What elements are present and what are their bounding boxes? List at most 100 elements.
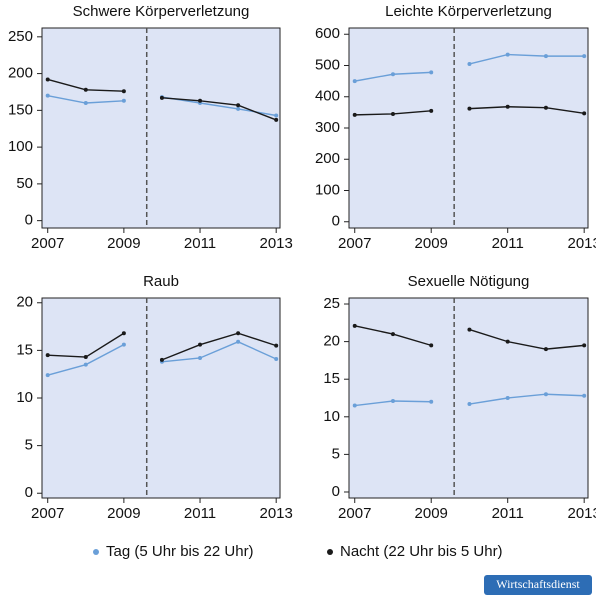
y-tick-label: 20: [16, 294, 33, 311]
point: [121, 342, 126, 347]
point: [45, 77, 50, 82]
y-tick-label: 500: [315, 56, 340, 73]
y-tick-label: 0: [25, 212, 33, 229]
series-line: [161, 341, 277, 363]
chart-title: Sexuelle Nötigung: [408, 273, 530, 290]
y-tick-label: 0: [25, 484, 33, 501]
point: [543, 347, 548, 352]
point: [121, 98, 126, 103]
series-line: [161, 332, 277, 361]
point: [352, 79, 357, 84]
point: [274, 356, 279, 361]
point: [390, 72, 395, 77]
point: [467, 106, 472, 111]
point: [543, 392, 548, 397]
plot-area: [41, 297, 281, 499]
point: [159, 357, 164, 362]
y-tick-label: 250: [8, 28, 33, 45]
series-line: [469, 53, 585, 65]
y-tick-label: 200: [315, 150, 340, 167]
y-tick-label: 15: [323, 370, 340, 387]
series-line: [469, 106, 585, 115]
point: [352, 112, 357, 117]
x-tick-label: 2009: [415, 505, 448, 522]
chart-title: Leichte Körperverletzung: [385, 3, 552, 20]
point: [505, 339, 510, 344]
x-tick-label: 2011: [492, 235, 524, 252]
point: [198, 342, 203, 347]
x-tick-label: 2007: [338, 505, 371, 522]
point: [45, 373, 50, 378]
x-tick-label: 2009: [415, 235, 448, 252]
y-tick-label: 15: [16, 341, 33, 358]
point: [467, 402, 472, 407]
point: [582, 393, 587, 398]
point: [45, 93, 50, 98]
legend-marker: [327, 549, 333, 555]
y-tick-label: 400: [315, 88, 340, 105]
y-tick-label: 300: [315, 119, 340, 136]
point: [390, 332, 395, 337]
y-tick-label: 0: [332, 483, 340, 500]
point: [352, 403, 357, 408]
point: [543, 54, 548, 59]
point: [236, 103, 241, 108]
series-line: [469, 328, 585, 350]
x-tick-label: 2007: [31, 505, 64, 522]
point: [121, 331, 126, 336]
y-tick-label: 200: [8, 65, 33, 82]
point: [390, 399, 395, 404]
point: [429, 399, 434, 404]
chart-title: Schwere Körperverletzung: [73, 3, 250, 20]
x-tick-label: 2013: [567, 505, 596, 522]
point: [236, 339, 241, 344]
point: [390, 111, 395, 116]
point: [352, 323, 357, 328]
x-tick-label: 2011: [184, 505, 216, 522]
legend-marker: [93, 549, 99, 555]
y-tick-label: 0: [332, 213, 340, 230]
x-tick-label: 2009: [107, 505, 140, 522]
y-tick-label: 150: [8, 101, 33, 118]
legend-label: Tag (5 Uhr bis 22 Uhr): [106, 543, 254, 560]
source: Wirtschaftsdienst: [496, 577, 580, 591]
point: [429, 70, 434, 75]
point: [198, 356, 203, 360]
x-tick-label: 2011: [184, 235, 216, 252]
point: [83, 101, 88, 105]
point: [429, 343, 434, 348]
point: [83, 355, 88, 360]
point: [543, 105, 548, 110]
point: [505, 396, 510, 400]
source-badge: [484, 575, 592, 595]
point: [429, 108, 434, 113]
x-tick-label: 2007: [31, 235, 64, 252]
point: [83, 87, 88, 92]
point: [582, 343, 587, 348]
y-tick-label: 10: [16, 389, 33, 406]
y-tick-label: 25: [323, 295, 340, 312]
point: [274, 117, 279, 122]
x-tick-label: 2009: [107, 235, 140, 252]
legend-label: Nacht (22 Uhr bis 5 Uhr): [340, 543, 503, 560]
x-tick-label: 2007: [338, 235, 371, 252]
point: [236, 106, 241, 111]
x-tick-label: 2013: [260, 505, 293, 522]
series-line: [161, 97, 277, 121]
x-tick-label: 2013: [567, 235, 596, 252]
x-tick-label: 2011: [492, 505, 524, 522]
point: [505, 52, 510, 57]
y-tick-label: 600: [315, 25, 340, 42]
x-tick-label: 2013: [260, 235, 293, 252]
y-tick-label: 100: [315, 181, 340, 198]
point: [159, 95, 164, 100]
point: [274, 343, 279, 348]
point: [582, 54, 587, 59]
point: [274, 113, 279, 118]
point: [198, 98, 203, 103]
y-tick-label: 20: [323, 333, 340, 350]
y-tick-label: 100: [8, 138, 33, 155]
y-tick-label: 5: [332, 445, 340, 462]
point: [505, 104, 510, 109]
